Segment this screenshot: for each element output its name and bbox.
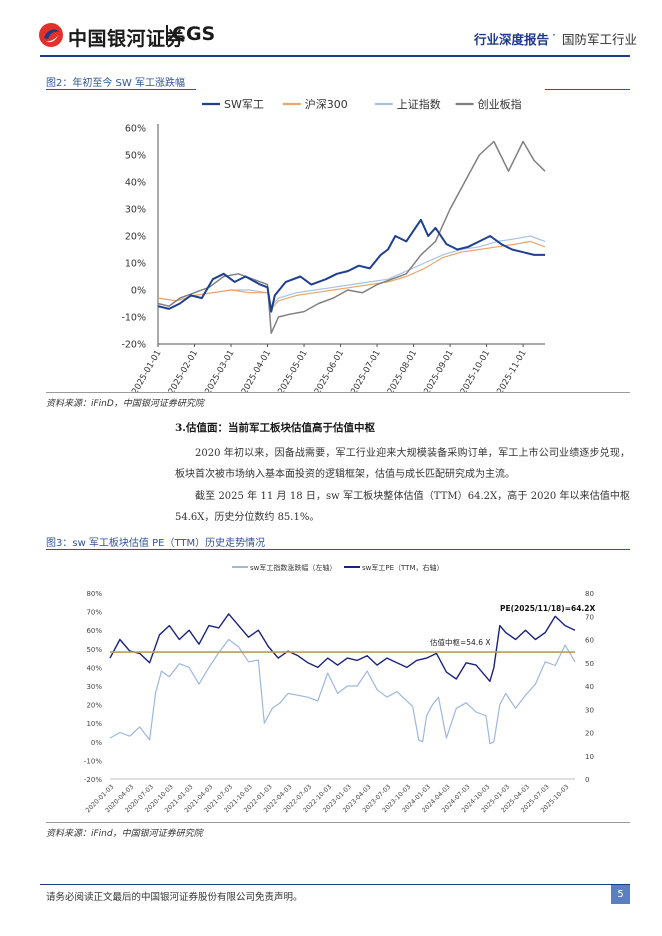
y-tick-label: -10% <box>121 313 146 324</box>
section-title: 3.估值面：当前军工板块估值高于估值中枢 <box>175 422 375 434</box>
x-tick-label: 2025-03-01 <box>203 349 236 393</box>
y-left-tick-label: -20% <box>84 776 102 784</box>
y-right-tick-label: 10 <box>585 753 594 761</box>
y-right-tick-label: 60 <box>585 637 594 645</box>
x-tick-label: 2025-11-01 <box>495 349 528 392</box>
reference-line-label: 估值中枢=54.6 X <box>430 637 491 647</box>
chart-sw-military-returns: SW军工 沪深300 上证指数 创业板指 -20% -10% 0% 10% 20% 30% 40% 5… <box>121 97 546 393</box>
figure2-caption: 图2：年初至今 SW 军工涨跌幅 <box>46 78 185 89</box>
series-line-2 <box>157 235 546 307</box>
x-tick-label: 2025-07-01 <box>349 349 382 393</box>
y-tick-label: 20% <box>125 232 146 243</box>
y-tick-label: 50% <box>125 151 146 162</box>
pe-latest-annotation: PE(2025/11/18)=64.2X <box>500 604 595 613</box>
figure3-source: 资料来源：iFind，中国银河证券研究院 <box>46 829 203 839</box>
x-tick-label: 2025-01-01 <box>130 349 163 393</box>
cgs-logo-mark <box>39 23 63 47</box>
x-tick-label: 2025-10-01 <box>459 349 492 393</box>
x-tick-label: 2025-09-01 <box>422 349 455 393</box>
x-tick-label: 2025-06-01 <box>313 349 346 393</box>
paragraph-1: 2020 年初以来，因备战需要，军工行业迎来大规模装备采购订单，军工上市公司业绩… <box>175 448 630 480</box>
figure2-caption-rule <box>46 89 196 90</box>
y-tick-label: 40% <box>125 178 146 189</box>
series-line-pe <box>109 613 576 683</box>
y-left-tick-label: 10% <box>86 720 102 728</box>
logo-latin: CGS <box>172 23 216 45</box>
y-left-tick-label: 60% <box>86 627 102 635</box>
series-line-index-change <box>109 638 576 745</box>
y-left-tick-label: 30% <box>86 683 102 691</box>
y-right-tick-label: 20 <box>585 730 594 738</box>
y-right-tick-label: 0 <box>585 776 589 784</box>
y-right-tick-label: 50 <box>585 660 594 668</box>
logo-separator <box>166 25 168 45</box>
logo-text: 中国银河证券 <box>68 28 186 50</box>
x-tick-label: 2025-08-01 <box>386 349 419 393</box>
footer-rule <box>40 884 630 885</box>
legend-label-2: 上证指数 <box>397 97 441 111</box>
x-tick-label: 2025-02-01 <box>167 349 200 393</box>
header-separator: · <box>552 27 556 42</box>
figure2-source: 资料来源：iFinD，中国银河证券研究院 <box>46 399 204 409</box>
disclaimer: 请务必阅读正文最后的中国银河证券股份有限公司免责声明。 <box>46 892 303 903</box>
x-tick-label: 2025-04-01 <box>240 349 273 393</box>
y-right-tick-label: 40 <box>585 683 594 691</box>
y-right-tick-label: 30 <box>585 706 594 714</box>
legend-label-0: sw军工指数涨跌幅（左轴） <box>250 563 336 572</box>
page-number: 5 <box>611 885 630 904</box>
y-left-tick-label: 40% <box>86 664 102 672</box>
y-left-tick-label: 50% <box>86 646 102 654</box>
header-rule <box>40 55 630 57</box>
report-type: 行业深度报告 <box>474 32 550 47</box>
series-line-3 <box>157 140 546 334</box>
legend-label-1: sw军工PE（TTM，右轴） <box>362 563 443 572</box>
y-left-tick-label: 80% <box>86 590 102 598</box>
y-right-tick-label: 70 <box>585 613 594 621</box>
chart-sw-military-pe: sw军工指数涨跌幅（左轴） sw军工PE（TTM，右轴） -20% -10% 0% 10%… <box>84 563 596 814</box>
industry-name: 国防军工行业 <box>562 32 638 47</box>
y-tick-label: 10% <box>125 259 146 270</box>
figure3-caption-rule <box>46 549 630 550</box>
series-line-1 <box>157 240 546 310</box>
legend-label-1: 沪深300 <box>305 97 348 111</box>
y-right-tick-label: 80 <box>585 590 594 598</box>
y-left-tick-label: -10% <box>84 757 102 765</box>
y-tick-label: 0% <box>131 286 146 297</box>
y-left-tick-label: 20% <box>86 702 102 710</box>
legend-label-3: 创业板指 <box>478 97 522 111</box>
x-tick-label: 2025-05-01 <box>276 349 309 393</box>
figure2-bottom-rule <box>46 392 630 393</box>
figure3-caption: 图3：sw 军工板块估值 PE（TTM）历史走势情况 <box>46 538 266 549</box>
y-tick-label: -20% <box>121 340 146 351</box>
y-tick-label: 60% <box>125 124 146 135</box>
y-left-tick-label: 70% <box>86 609 102 617</box>
figure3-bottom-rule <box>46 822 630 823</box>
y-tick-label: 30% <box>125 205 146 216</box>
y-left-tick-label: 0% <box>91 739 102 747</box>
paragraph-2: 截至 2025 年 11 月 18 日，sw 军工板块整体估值（TTM）64.2… <box>175 491 630 523</box>
figure2-caption-rule-right <box>545 89 630 90</box>
legend-label-0: SW军工 <box>224 98 264 111</box>
series-line-0 <box>157 218 545 313</box>
